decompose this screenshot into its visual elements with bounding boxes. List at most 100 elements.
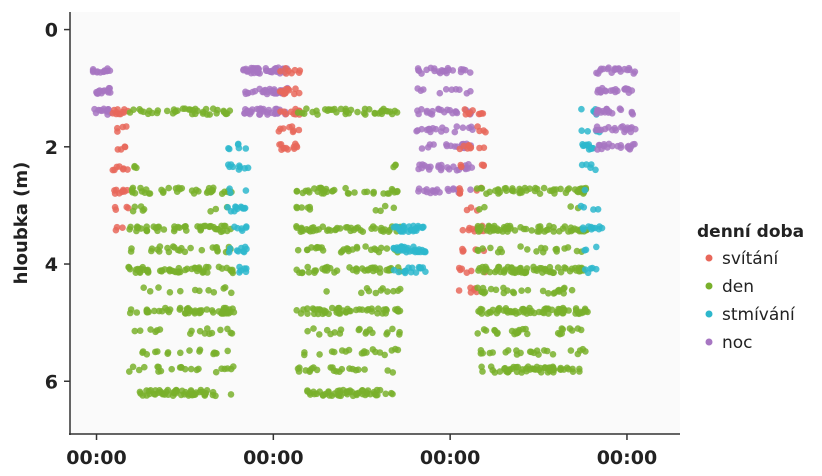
data-point [349,246,356,253]
data-point [297,228,305,235]
data-point [336,225,344,232]
data-point [276,88,284,95]
data-point [397,227,405,235]
data-point [358,289,365,297]
data-point [367,246,375,254]
data-point [143,351,151,358]
data-point [422,268,429,276]
data-point [202,263,210,271]
legend-title: denní doba [697,222,804,242]
data-point [376,349,384,356]
data-point [556,288,563,295]
data-point [517,243,524,250]
data-point [305,269,313,276]
data-point [612,88,619,96]
data-point [127,223,134,231]
data-point [543,347,551,355]
data-point [631,68,639,75]
data-point [146,288,154,295]
data-point [152,328,159,336]
data-point [568,286,576,294]
data-point [280,145,288,152]
data-point [482,128,489,136]
data-point [337,105,345,113]
data-point [592,126,600,134]
data-point [564,186,571,193]
data-point [474,123,481,130]
data-point [164,391,172,399]
data-point [123,123,130,130]
data-point [383,245,391,252]
data-point [566,267,574,275]
data-point [280,108,288,115]
data-point [581,266,589,273]
data-point [293,223,300,230]
data-point [126,368,133,375]
data-point [137,184,144,192]
data-point [120,109,128,116]
data-point [209,105,217,112]
data-point [426,141,434,148]
data-point [467,186,474,193]
data-point [384,288,391,295]
data-point [324,263,331,271]
data-point [599,107,607,115]
data-point [423,107,431,115]
data-point [427,64,435,72]
data-point [384,367,392,374]
data-point [170,227,178,235]
data-point [577,202,585,210]
data-point [234,141,242,148]
data-point [208,307,216,314]
data-point [177,287,184,295]
data-point [126,309,134,317]
data-point [579,141,586,148]
data-point [217,326,224,334]
data-point [198,307,206,314]
data-point [152,348,159,356]
data-point [221,365,228,373]
data-point [260,87,268,94]
data-point [464,165,472,172]
data-point [308,244,315,251]
data-point [313,107,320,115]
data-point [365,106,373,113]
data-point [314,310,322,318]
data-point [625,89,633,96]
data-point [435,68,443,75]
data-point [515,309,523,316]
data-point [166,289,174,296]
data-point [449,67,457,74]
data-point [280,125,287,132]
data-point [563,364,571,372]
data-point [413,127,420,135]
data-point [187,244,194,252]
data-point [140,284,147,292]
data-point [323,288,330,295]
data-point [467,289,475,296]
data-point [155,307,163,315]
data-point [567,203,574,210]
data-point [491,327,499,335]
data-point [218,222,225,230]
data-point [156,243,164,250]
data-point [549,269,557,277]
data-point [360,109,368,117]
data-point [223,110,231,117]
data-point [205,184,213,192]
data-point [234,224,241,232]
data-point [133,164,140,172]
data-point [314,188,322,195]
data-point [89,67,97,75]
data-point [456,86,463,93]
data-point [226,185,233,192]
data-point [129,184,137,192]
data-point [188,327,195,335]
data-point [346,365,353,372]
data-point [243,223,250,230]
data-point [131,327,139,335]
data-point [384,329,391,336]
data-point [627,125,634,132]
data-point [292,85,299,92]
data-point [325,106,332,113]
